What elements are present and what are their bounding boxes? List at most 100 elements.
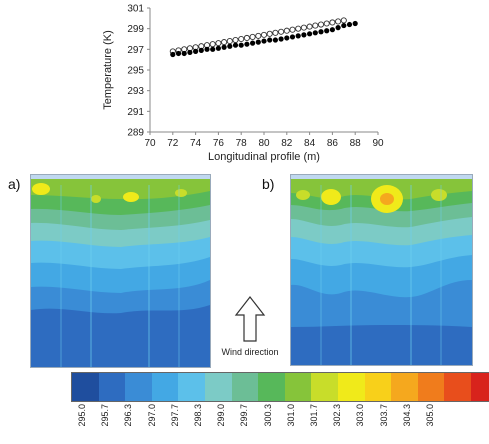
colorbar-tick-label: 299.0: [216, 404, 227, 427]
filled-circle-point: [204, 46, 210, 52]
y-tick-label: 291: [127, 107, 144, 118]
colorbar-tick-label: 303.0: [355, 404, 366, 427]
open-circle-point: [260, 31, 268, 38]
colorbar-tick-label: 295.7: [100, 404, 111, 427]
filled-circle-point: [232, 42, 239, 48]
open-circle-point: [243, 34, 250, 42]
open-circle-point: [266, 30, 273, 37]
wind-direction-indicator: Wind direction: [218, 295, 282, 365]
x-tick-labels: 70 72 74 76 78 80 82 84 86 88 90: [144, 132, 384, 149]
filled-circle-point: [210, 46, 216, 52]
filled-circle-point: [301, 32, 307, 38]
colorbar-tick-label: 304.3: [401, 404, 412, 427]
contour-panel-b: [290, 174, 473, 366]
colorbar-swatch: [151, 373, 179, 401]
panel-a-label: a): [8, 176, 21, 192]
open-circle-point: [221, 39, 228, 46]
filled-circle-point: [238, 42, 244, 48]
x-tick-label: 88: [350, 138, 362, 149]
filled-circle-point: [261, 38, 267, 44]
filled-circle-point: [267, 37, 273, 43]
y-tick-label: 295: [127, 66, 144, 77]
filled-circle-point: [181, 50, 187, 57]
filled-circle-point: [175, 50, 182, 57]
colorbar-swatch: [337, 373, 365, 401]
open-circle-point: [283, 27, 290, 34]
colorbar-swatch: [231, 373, 259, 401]
colorbar-tick-label: 305.0: [425, 404, 435, 427]
open-circle-point: [300, 24, 307, 31]
open-circle-point: [209, 41, 216, 48]
filled-circle-point: [198, 47, 204, 53]
data-points: [169, 17, 358, 58]
x-tick-label: 82: [281, 138, 293, 149]
x-tick-label: 72: [167, 138, 179, 149]
filled-circle-point: [307, 31, 313, 37]
colorbar-labels: 295.0 295.7 296.3 297.0 297.7 298.3 299.0 299.7…: [71, 404, 435, 440]
colorbar-swatch: [391, 373, 418, 401]
colorbar-tick-label: 297.7: [169, 404, 180, 427]
y-tick-labels: 289 291 293 295 297 299 301: [127, 4, 150, 139]
filled-circle-point: [329, 27, 335, 33]
open-circle-point: [295, 25, 302, 32]
x-axis-label: Longitudinal profile (m): [208, 151, 320, 163]
open-circle-point: [312, 22, 319, 29]
filled-circle-point: [250, 40, 256, 46]
filled-circle-point: [324, 28, 330, 34]
filled-circle-point: [312, 30, 318, 36]
filled-circle-point: [255, 39, 261, 45]
open-circle-point: [226, 38, 233, 45]
panel-b-label: b): [262, 176, 275, 192]
colorbar-tick-label: 298.3: [193, 404, 203, 427]
colorbar-swatch: [72, 373, 99, 401]
x-tick-label: 76: [213, 138, 225, 149]
colorbar-tick-label: 299.7: [239, 404, 250, 427]
colorbar: [71, 372, 489, 402]
open-circle-point: [249, 33, 256, 40]
x-tick-label: 74: [190, 138, 202, 149]
colorbar-swatch: [364, 373, 392, 401]
colorbar-tick-label: 295.0: [77, 404, 87, 427]
open-circle-point: [340, 17, 347, 24]
open-circle-point: [272, 29, 279, 36]
open-circle-point: [306, 23, 313, 30]
filled-circle-point: [278, 36, 284, 42]
filled-circle-point: [227, 43, 233, 49]
filled-circle-point: [170, 51, 176, 58]
open-circle-point: [238, 35, 245, 43]
contour-map-b: [291, 175, 472, 365]
filled-circle-point: [284, 35, 290, 41]
filled-circle-point: [221, 44, 227, 50]
y-axis-label: Temperature (K): [102, 30, 114, 109]
filled-circle-point: [352, 20, 358, 27]
colorbar-swatch: [417, 373, 445, 401]
filled-circle-point: [295, 33, 301, 39]
filled-circle-point: [289, 34, 296, 40]
contour-panel-a: [30, 174, 211, 368]
x-tick-label: 70: [144, 138, 156, 149]
filled-circle-point: [341, 22, 347, 29]
x-tick-label: 86: [327, 138, 339, 149]
colorbar-swatch: [470, 373, 489, 401]
filled-circle-point: [272, 37, 278, 43]
y-tick-label: 297: [127, 45, 144, 56]
colorbar-swatch: [204, 373, 232, 401]
colorbar-tick-label: 300.3: [262, 404, 273, 427]
arrow-up-icon: [234, 296, 266, 342]
open-circle-point: [329, 19, 336, 26]
x-tick-label: 78: [236, 138, 248, 149]
contour-map-a: [31, 175, 210, 367]
colorbar-tick-label: 302.3: [332, 404, 343, 427]
y-tick-label: 293: [127, 86, 144, 97]
filled-circle-point: [215, 45, 221, 51]
filled-circle-point: [244, 41, 250, 47]
colorbar-tick-label: 297.0: [146, 404, 157, 427]
open-circle-point: [255, 32, 262, 39]
filled-circle-point: [335, 25, 341, 31]
colorbar-swatch: [444, 373, 471, 401]
filled-circle-point: [193, 48, 199, 55]
colorbar-swatch: [311, 373, 338, 401]
temperature-scatter-chart: 70 72 74 76 78 80 82 84 86 88 90 289 291 293 295 297 29…: [102, 4, 384, 164]
colorbar-swatch: [125, 373, 152, 401]
x-tick-label: 90: [372, 138, 384, 149]
